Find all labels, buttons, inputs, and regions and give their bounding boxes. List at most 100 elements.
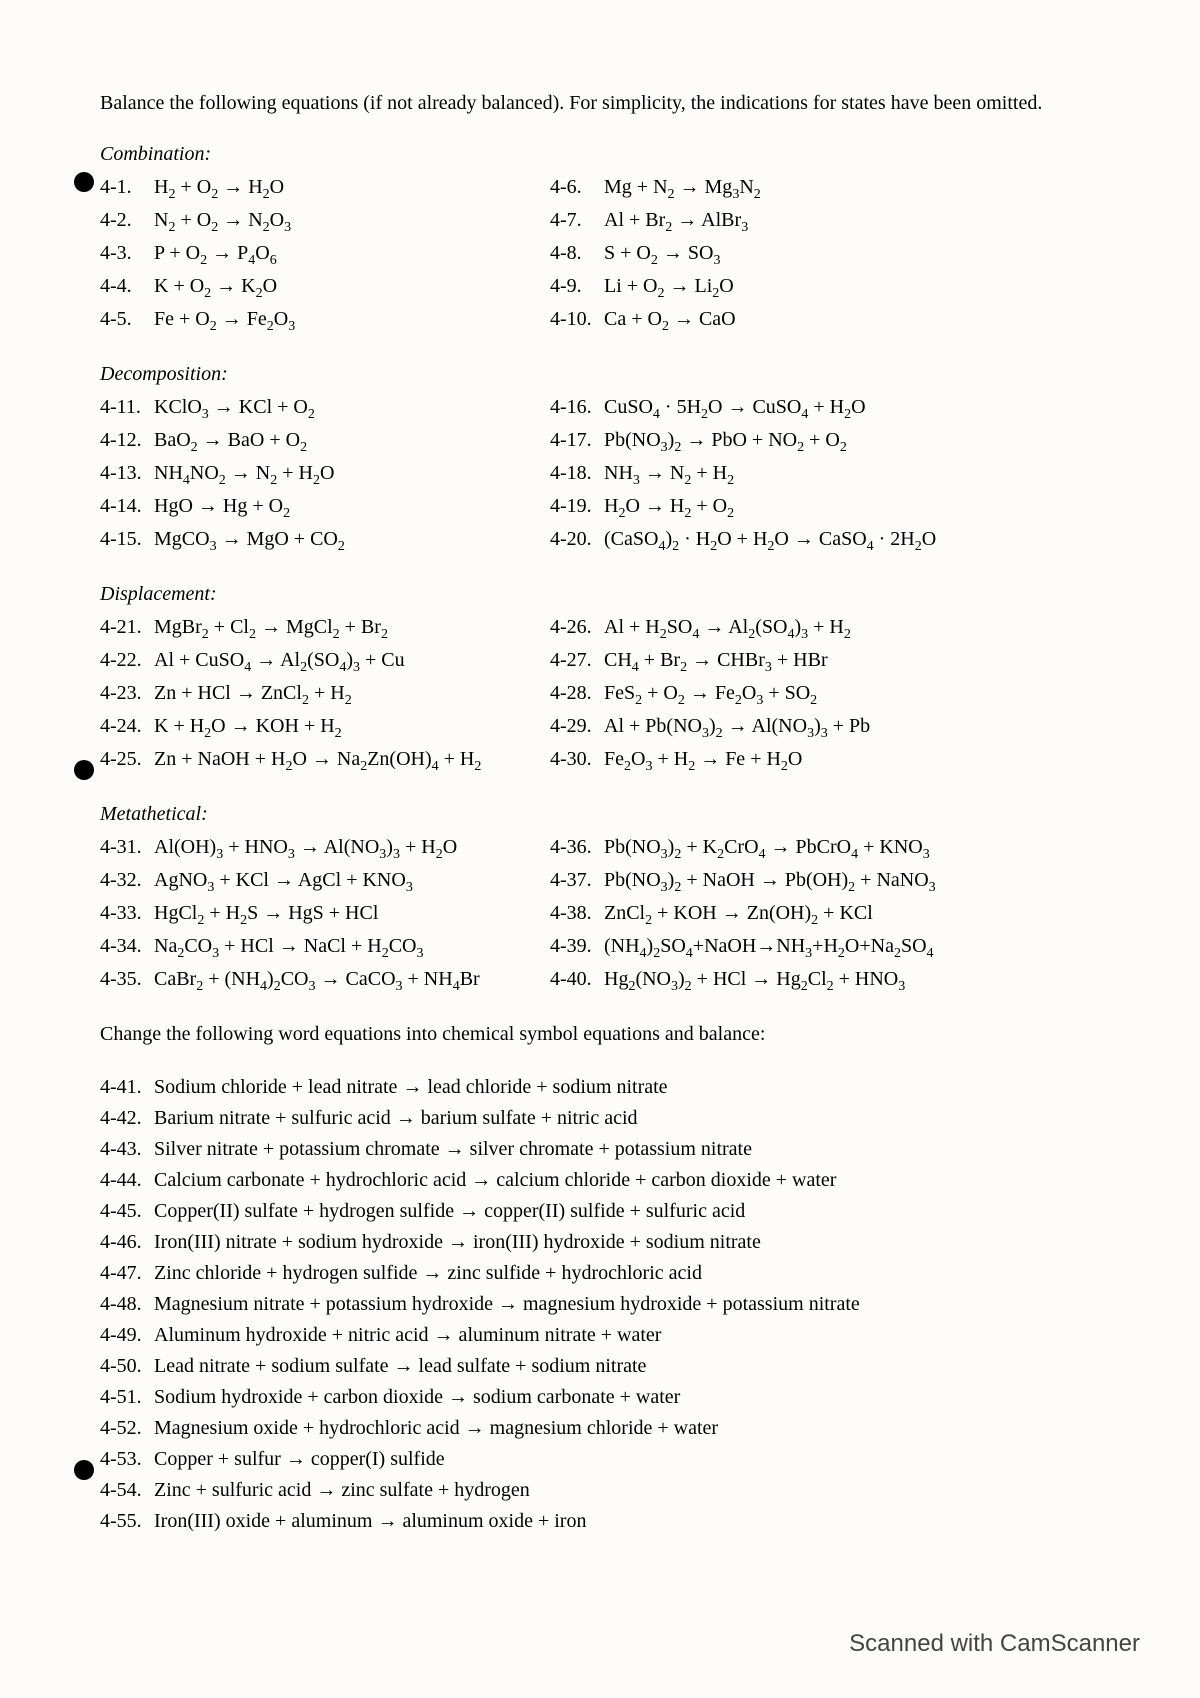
equation-line: 4-3.P + O2 → P4O6 xyxy=(100,238,530,271)
equation-formula: H2 + O2 → H2O xyxy=(154,176,284,198)
word-equation-text: Iron(III) nitrate + sodium hydroxide → i… xyxy=(154,1231,761,1253)
equation-number: 4-48. xyxy=(100,1289,154,1320)
word-equation-line: 4-42.Barium nitrate + sulfuric acid → ba… xyxy=(100,1103,1100,1134)
section-title: Combination: xyxy=(100,143,1100,166)
equation-number: 4-13. xyxy=(100,458,154,488)
equation-formula: H2O → H2 + O2 xyxy=(604,495,734,517)
equation-number: 4-21. xyxy=(100,612,154,642)
word-equation-line: 4-49.Aluminum hydroxide + nitric acid → … xyxy=(100,1320,1100,1351)
equation-formula: Fe2O3 + H2 → Fe + H2O xyxy=(604,748,802,770)
equation-number: 4-31. xyxy=(100,832,154,862)
equation-formula: P + O2 → P4O6 xyxy=(154,242,277,264)
equation-formula: K + O2 → K2O xyxy=(154,275,277,297)
section-title: Displacement: xyxy=(100,583,1100,606)
equation-number: 4-46. xyxy=(100,1227,154,1258)
hole-punch-mark xyxy=(74,172,94,192)
equation-formula: AgNO3 + KCl → AgCl + KNO3 xyxy=(154,869,413,891)
equation-formula: Li + O2 → Li2O xyxy=(604,275,734,297)
equation-formula: Al + Br2 → AlBr3 xyxy=(604,209,748,231)
equation-line: 4-32.AgNO3 + KCl → AgCl + KNO3 xyxy=(100,865,530,898)
equation-line: 4-15.MgCO3 → MgO + CO2 xyxy=(100,524,530,557)
word-equation-text: Magnesium oxide + hydrochloric acid → ma… xyxy=(154,1417,718,1439)
equation-number: 4-34. xyxy=(100,931,154,961)
equation-line: 4-31.Al(OH)3 + HNO3 → Al(NO3)3 + H2O xyxy=(100,832,530,865)
equation-formula: ZnCl2 + KOH → Zn(OH)2 + KCl xyxy=(604,902,873,924)
equation-number: 4-47. xyxy=(100,1258,154,1289)
equation-column: 4-26.Al + H2SO4 → Al2(SO4)3 + H24-27.CH4… xyxy=(550,612,1100,777)
equation-column: 4-21.MgBr2 + Cl2 → MgCl2 + Br2 4-22.Al + … xyxy=(100,612,530,777)
equation-formula: FeS2 + O2 → Fe2O3 + SO2 xyxy=(604,682,817,704)
equation-line: 4-25.Zn + NaOH + H2O → Na2Zn(OH)4 + H2 xyxy=(100,744,530,777)
equation-number: 4-36. xyxy=(550,832,604,862)
hole-punch-mark xyxy=(74,1460,94,1480)
equation-formula: CuSO4 · 5H2O → CuSO4 + H2O xyxy=(604,396,866,418)
equation-number: 4-35. xyxy=(100,964,154,994)
equation-number: 4-6. xyxy=(550,172,604,202)
equation-number: 4-27. xyxy=(550,645,604,675)
equation-line: 4-37.Pb(NO3)2 + NaOH → Pb(OH)2 + NaNO3 xyxy=(550,865,1100,898)
equation-formula: NH4NO2 → N2 + H2O xyxy=(154,462,334,484)
equation-formula: Fe + O2 → Fe2O3 xyxy=(154,308,295,330)
equation-formula: Hg2(NO3)2 + HCl → Hg2Cl2 + HNO3 xyxy=(604,968,905,990)
equation-number: 4-1. xyxy=(100,172,154,202)
equation-formula: BaO2 → BaO + O2 xyxy=(154,429,307,451)
page-intro: Balance the following equations (if not … xyxy=(100,90,1100,117)
equation-formula: N2 + O2 → N2O3 xyxy=(154,209,291,231)
equation-formula: MgBr2 + Cl2 → MgCl2 + Br2 xyxy=(154,616,388,638)
equation-line: 4-12.BaO2 → BaO + O2 xyxy=(100,425,530,458)
equation-number: 4-16. xyxy=(550,392,604,422)
equation-formula: S + O2 → SO3 xyxy=(604,242,720,264)
equation-line: 4-26.Al + H2SO4 → Al2(SO4)3 + H2 xyxy=(550,612,1100,645)
equation-number: 4-28. xyxy=(550,678,604,708)
equation-line: 4-8.S + O2 → SO3 xyxy=(550,238,1100,271)
word-equation-line: 4-55.Iron(III) oxide + aluminum → alumin… xyxy=(100,1506,1100,1537)
equation-grid: 4-31.Al(OH)3 + HNO3 → Al(NO3)3 + H2O4-32… xyxy=(100,832,1100,997)
word-equation-text: Lead nitrate + sodium sulfate → lead sul… xyxy=(154,1355,646,1377)
equation-line: 4-33.HgCl2 + H2S → HgS + HCl xyxy=(100,898,530,931)
word-equation-text: Calcium carbonate + hydrochloric acid → … xyxy=(154,1169,836,1191)
word-equation-line: 4-48.Magnesium nitrate + potassium hydro… xyxy=(100,1289,1100,1320)
word-equation-line: 4-44.Calcium carbonate + hydrochloric ac… xyxy=(100,1165,1100,1196)
word-equation-text: Zinc + sulfuric acid → zinc sulfate + hy… xyxy=(154,1479,530,1501)
equation-line: 4-7.Al + Br2 → AlBr3 xyxy=(550,205,1100,238)
word-equation-line: 4-41.Sodium chloride + lead nitrate → le… xyxy=(100,1072,1100,1103)
equation-line: 4-9.Li + O2 → Li2O xyxy=(550,271,1100,304)
equation-line: 4-10.Ca + O2 → CaO xyxy=(550,304,1100,337)
equation-line: 4-13.NH4NO2 → N2 + H2O xyxy=(100,458,530,491)
equation-column: 4-31.Al(OH)3 + HNO3 → Al(NO3)3 + H2O4-32… xyxy=(100,832,530,997)
equation-formula: Pb(NO3)2 → PbO + NO2 + O2 xyxy=(604,429,847,451)
equation-number: 4-38. xyxy=(550,898,604,928)
equation-number: 4-55. xyxy=(100,1506,154,1537)
word-equation-text: Copper(II) sulfate + hydrogen sulfide → … xyxy=(154,1200,745,1222)
equation-line: 4-36.Pb(NO3)2 + K2CrO4 → PbCrO4 + KNO3 xyxy=(550,832,1100,865)
equation-number: 4-49. xyxy=(100,1320,154,1351)
word-equation-text: Iron(III) oxide + aluminum → aluminum ox… xyxy=(154,1510,586,1532)
equation-number: 4-30. xyxy=(550,744,604,774)
equation-formula: Al(OH)3 + HNO3 → Al(NO3)3 + H2O xyxy=(154,836,457,858)
equation-number: 4-11. xyxy=(100,392,154,422)
equation-formula: Ca + O2 → CaO xyxy=(604,308,736,330)
equation-number: 4-2. xyxy=(100,205,154,235)
equation-line: 4-22.Al + CuSO4 → Al2(SO4)3 + Cu xyxy=(100,645,530,678)
equation-number: 4-5. xyxy=(100,304,154,334)
word-equation-line: 4-47.Zinc chloride + hydrogen sulfide → … xyxy=(100,1258,1100,1289)
scanner-watermark: Scanned with CamScanner xyxy=(849,1630,1140,1658)
equation-number: 4-12. xyxy=(100,425,154,455)
word-equation-line: 4-52.Magnesium oxide + hydrochloric acid… xyxy=(100,1413,1100,1444)
equation-number: 4-50. xyxy=(100,1351,154,1382)
equation-line: 4-24.K + H2O → KOH + H2 xyxy=(100,711,530,744)
equation-line: 4-23.Zn + HCl → ZnCl2 + H2 xyxy=(100,678,530,711)
equation-column: 4-11.KClO3 → KCl + O24-12.BaO2 → BaO + O… xyxy=(100,392,530,557)
equation-formula: Al + H2SO4 → Al2(SO4)3 + H2 xyxy=(604,616,851,638)
word-equation-text: Barium nitrate + sulfuric acid → barium … xyxy=(154,1107,638,1129)
equation-number: 4-24. xyxy=(100,711,154,741)
hole-punch-mark xyxy=(74,760,94,780)
equation-formula: CH4 + Br2 → CHBr3 + HBr xyxy=(604,649,828,671)
equation-number: 4-8. xyxy=(550,238,604,268)
equation-formula: (NH4)2SO4+NaOH→NH3+H2O+Na2SO4 xyxy=(604,935,934,957)
equation-number: 4-42. xyxy=(100,1103,154,1134)
equation-line: 4-11.KClO3 → KCl + O2 xyxy=(100,392,530,425)
equation-line: 4-4.K + O2 → K2O xyxy=(100,271,530,304)
equation-column: 4-36.Pb(NO3)2 + K2CrO4 → PbCrO4 + KNO34-… xyxy=(550,832,1100,997)
equation-formula: Al + CuSO4 → Al2(SO4)3 + Cu xyxy=(154,649,405,671)
